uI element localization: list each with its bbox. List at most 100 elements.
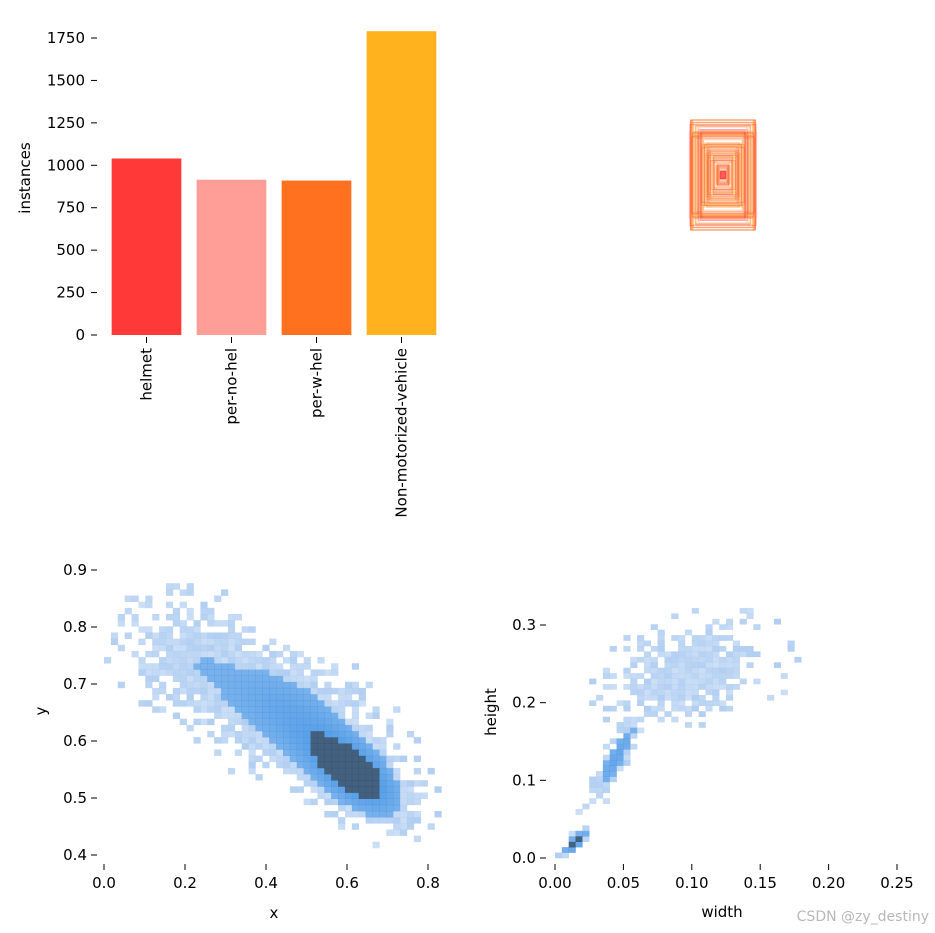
heatmap-cell xyxy=(317,780,325,787)
heatmap-cell xyxy=(269,669,277,676)
heatmap-cell xyxy=(193,681,201,689)
heatmap-cell xyxy=(413,798,422,806)
heatmap-cell xyxy=(248,669,256,676)
heatmap-cell xyxy=(657,716,665,723)
heatmap-cell xyxy=(372,706,380,713)
box-outline xyxy=(696,132,750,218)
box-outline xyxy=(713,161,733,189)
heatmap-cell xyxy=(338,743,346,750)
heatmap-cell xyxy=(207,700,215,707)
heatmap-cell xyxy=(657,689,665,696)
heatmap-cell xyxy=(746,613,754,620)
heatmap-cell xyxy=(276,737,284,744)
heatmap-cell xyxy=(227,712,236,719)
heatmap-cell xyxy=(324,767,332,775)
heatmap-cell xyxy=(365,737,373,744)
heatmap-cell xyxy=(227,614,236,621)
heatmap-cell xyxy=(753,651,761,658)
heatmap-cell xyxy=(324,743,332,750)
heatmap-cell xyxy=(262,712,270,719)
heatmap-cell xyxy=(344,681,353,689)
heatmap-cell xyxy=(643,684,652,690)
heatmap-cell xyxy=(732,645,740,652)
heatmap-cell xyxy=(303,730,311,738)
heatmap-cell xyxy=(303,761,311,769)
heatmap-cell xyxy=(386,718,394,726)
heatmap-cell xyxy=(227,632,236,639)
heatmap-cell xyxy=(650,694,658,701)
heatmap-cell xyxy=(358,780,366,787)
heatmap-cell xyxy=(568,841,576,848)
heatmap-cell xyxy=(262,675,270,683)
heatmap-cell xyxy=(138,626,146,633)
heatmap-cell xyxy=(637,640,645,647)
heatmap-cell xyxy=(310,681,318,689)
heatmap-cell xyxy=(413,737,422,744)
heatmap-cell xyxy=(406,823,415,830)
heatmap-cell xyxy=(289,730,298,738)
heatmap-cell xyxy=(269,730,277,738)
heatmap-cell xyxy=(283,706,291,713)
heatmap-cell xyxy=(691,645,699,652)
box-outline xyxy=(716,166,730,184)
heatmap-cell xyxy=(248,650,256,658)
heatmap-cell xyxy=(393,798,401,806)
heatmap-cell xyxy=(575,836,583,842)
heatmap-cell xyxy=(214,749,222,756)
box-outline xyxy=(690,119,756,231)
heatmap-cell xyxy=(331,774,339,781)
heatmap-cell xyxy=(255,669,263,676)
heatmap-cell xyxy=(193,632,201,639)
heatmap-cell xyxy=(331,730,339,738)
heatmap-cell xyxy=(324,780,332,787)
heatmap-cell xyxy=(269,743,277,750)
box-outline xyxy=(699,135,747,215)
heatmap-cell xyxy=(296,761,304,769)
heatmap-cell xyxy=(269,706,277,713)
heatmap-cell xyxy=(575,809,583,815)
heatmap-cell xyxy=(344,737,353,744)
heatmap-cell xyxy=(379,792,387,799)
y-tick-label: 0.9 xyxy=(63,561,87,579)
heatmap-cell xyxy=(172,650,181,658)
x-tick-label: 0.10 xyxy=(675,874,708,892)
heatmap-cell xyxy=(379,780,387,787)
heatmap-cell xyxy=(227,638,236,646)
heatmap-cell xyxy=(214,694,222,701)
heatmap-cell xyxy=(262,694,270,701)
heatmap-cell xyxy=(172,700,181,707)
heatmap-cell xyxy=(289,761,298,769)
heatmap-cell xyxy=(296,687,304,695)
heatmap-cell xyxy=(684,711,693,717)
heatmap-cell xyxy=(637,645,645,652)
heatmap-cell xyxy=(283,657,291,664)
heatmap-cell xyxy=(732,673,740,679)
heatmap-cell xyxy=(234,644,242,652)
heatmap-cell xyxy=(351,663,360,670)
heatmap-cell xyxy=(214,657,222,664)
heatmap-cell xyxy=(234,718,242,726)
heatmap-cell xyxy=(241,626,249,633)
box-outline xyxy=(704,149,742,201)
box-outline xyxy=(694,124,752,226)
heatmap-cell xyxy=(241,663,249,670)
box-outline xyxy=(710,159,736,191)
heatmap-cell xyxy=(582,836,590,842)
heatmap-cell xyxy=(732,684,740,690)
heatmap-cell xyxy=(303,675,311,683)
heatmap-cell xyxy=(719,635,727,641)
heatmap-cell xyxy=(179,620,187,627)
heatmap-cell xyxy=(602,754,611,761)
heatmap-cell xyxy=(200,669,208,676)
heatmap-cell xyxy=(241,743,249,750)
heatmap-cell xyxy=(296,650,304,658)
box-outline xyxy=(715,165,731,185)
heatmap-cell xyxy=(234,737,242,744)
heatmap-cell xyxy=(145,601,153,609)
heatmap-cell xyxy=(637,694,645,701)
heatmap-cell xyxy=(248,694,256,701)
heatmap-cell xyxy=(698,640,706,647)
heatmap-cell xyxy=(643,705,652,712)
heatmap-cell xyxy=(623,673,631,679)
heatmap-cell xyxy=(283,681,291,689)
